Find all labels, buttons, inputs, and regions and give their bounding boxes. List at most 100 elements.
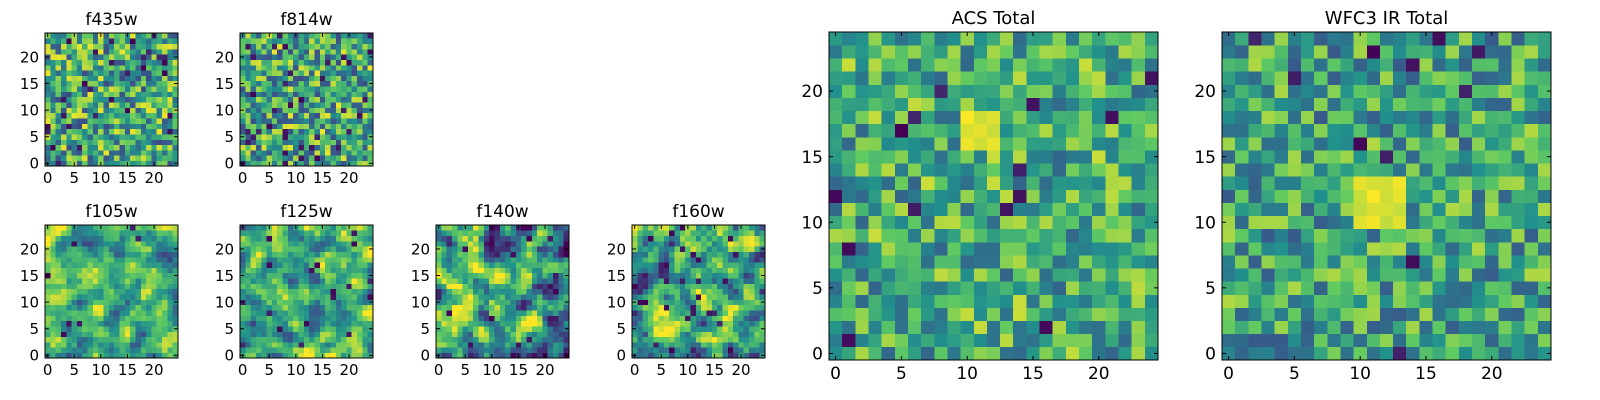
heatmap-cell <box>947 45 961 59</box>
heatmap-cell <box>658 294 665 300</box>
heatmap-cell <box>722 347 729 354</box>
heatmap-cell <box>66 86 72 92</box>
heatmap-cell <box>478 246 485 252</box>
heatmap-cell <box>1118 189 1133 203</box>
heatmap-cell <box>367 118 374 124</box>
heatmap-cell <box>266 96 273 103</box>
heatmap-cell <box>298 225 305 231</box>
heatmap-cell <box>341 315 347 322</box>
axes-frame <box>828 31 1159 361</box>
heatmap-cell <box>1013 150 1027 164</box>
heatmap-cell <box>1498 176 1512 190</box>
heatmap-cell <box>362 64 369 71</box>
heatmap-cell <box>1039 346 1054 361</box>
heatmap-cell <box>367 347 374 354</box>
heatmap-cell <box>499 336 506 343</box>
heatmap-cell <box>473 342 479 348</box>
heatmap-cell <box>526 294 533 300</box>
heatmap-cell <box>330 240 337 247</box>
heatmap-cell <box>921 215 935 230</box>
heatmap-cell <box>325 107 331 114</box>
heatmap-cell <box>881 307 896 321</box>
heatmap-cell <box>66 288 72 295</box>
heatmap-cell <box>658 336 665 343</box>
heatmap-cell <box>960 32 975 46</box>
heatmap-cell <box>103 80 110 87</box>
heatmap-cell <box>325 240 331 247</box>
heatmap-cell <box>255 102 262 108</box>
heatmap-cell <box>1327 241 1341 256</box>
heatmap-cell <box>489 294 495 300</box>
heatmap-cell <box>647 315 654 322</box>
heatmap-cell <box>314 225 321 231</box>
heatmap-cell <box>325 43 331 50</box>
heatmap-cell <box>1261 150 1275 164</box>
heatmap-cell <box>706 315 713 322</box>
heatmap-cell <box>632 320 638 327</box>
heatmap-cell <box>124 43 131 50</box>
heatmap-cell <box>314 102 321 108</box>
heatmap-cell <box>842 189 856 203</box>
heatmap-cell <box>287 160 294 167</box>
heatmap-cell <box>255 262 262 268</box>
heatmap-cell <box>351 86 358 92</box>
heatmap-cell <box>245 299 251 306</box>
heatmap-cell <box>738 315 745 322</box>
heatmap-cell <box>1105 268 1119 282</box>
heatmap-cell <box>1314 241 1328 256</box>
heatmap-cell <box>921 45 935 59</box>
heatmap-cell <box>663 262 670 268</box>
heatmap-cell <box>632 347 638 354</box>
heatmap-cell <box>130 262 136 268</box>
heatmap-cell <box>537 342 543 348</box>
heatmap-cell <box>894 163 909 177</box>
heatmap-cell <box>162 64 168 71</box>
heatmap-cell <box>1393 176 1407 190</box>
heatmap-cell <box>743 347 750 354</box>
heatmap-cell <box>510 310 517 316</box>
heatmap-cell <box>960 294 975 308</box>
heatmap-cell <box>1419 346 1433 361</box>
heatmap-cell <box>685 326 691 332</box>
heatmap-cell <box>362 283 369 290</box>
heatmap-cell <box>60 315 67 322</box>
heatmap-cell <box>293 128 299 135</box>
heatmap-cell <box>690 342 697 348</box>
heatmap-cell <box>282 160 289 167</box>
heatmap-cell <box>722 272 729 279</box>
heatmap-cell <box>462 246 469 252</box>
heatmap-cell <box>1248 346 1262 361</box>
heatmap-cell <box>1314 320 1328 335</box>
heatmap-cell <box>76 118 83 124</box>
heatmap-cell <box>706 230 713 236</box>
heatmap-cell <box>50 288 56 295</box>
heatmap-cell <box>261 107 267 114</box>
heatmap-cell <box>722 320 729 327</box>
heatmap-cell <box>124 304 131 311</box>
heatmap-cell <box>1131 189 1146 203</box>
heatmap-cell <box>87 288 94 295</box>
heatmap-cell <box>255 112 262 119</box>
heatmap-cell <box>1248 215 1262 230</box>
heatmap-cell <box>1052 45 1067 59</box>
heatmap-cell <box>362 139 369 146</box>
heatmap-cell <box>738 256 745 263</box>
heatmap-cell <box>367 70 374 76</box>
heatmap-cell <box>653 283 659 290</box>
heatmap-cell <box>66 294 72 300</box>
heatmap-cell <box>277 86 283 92</box>
heatmap-cell <box>140 310 147 316</box>
heatmap-cell <box>542 294 549 300</box>
heatmap-cell <box>521 272 527 279</box>
heatmap-cell <box>172 331 179 338</box>
heatmap-cell <box>451 230 458 236</box>
heatmap-cell <box>451 315 458 322</box>
heatmap-cell <box>103 278 110 284</box>
heatmap-cell <box>351 155 358 162</box>
heatmap-cell <box>727 320 734 327</box>
heatmap-cell <box>71 48 78 55</box>
heatmap-cell <box>250 246 257 252</box>
heatmap-cell <box>135 128 142 135</box>
heatmap-cell <box>271 96 278 103</box>
